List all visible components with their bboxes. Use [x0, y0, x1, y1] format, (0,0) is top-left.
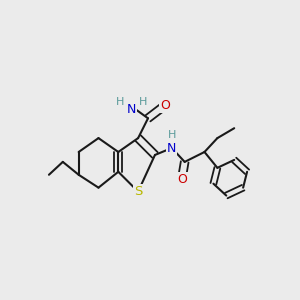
Text: N: N — [167, 142, 176, 154]
Text: N: N — [127, 103, 136, 116]
Text: H: H — [139, 97, 148, 107]
Text: S: S — [134, 185, 142, 198]
Text: O: O — [177, 173, 187, 186]
Text: H: H — [116, 97, 124, 107]
Text: H: H — [168, 130, 176, 140]
Text: O: O — [160, 99, 170, 112]
